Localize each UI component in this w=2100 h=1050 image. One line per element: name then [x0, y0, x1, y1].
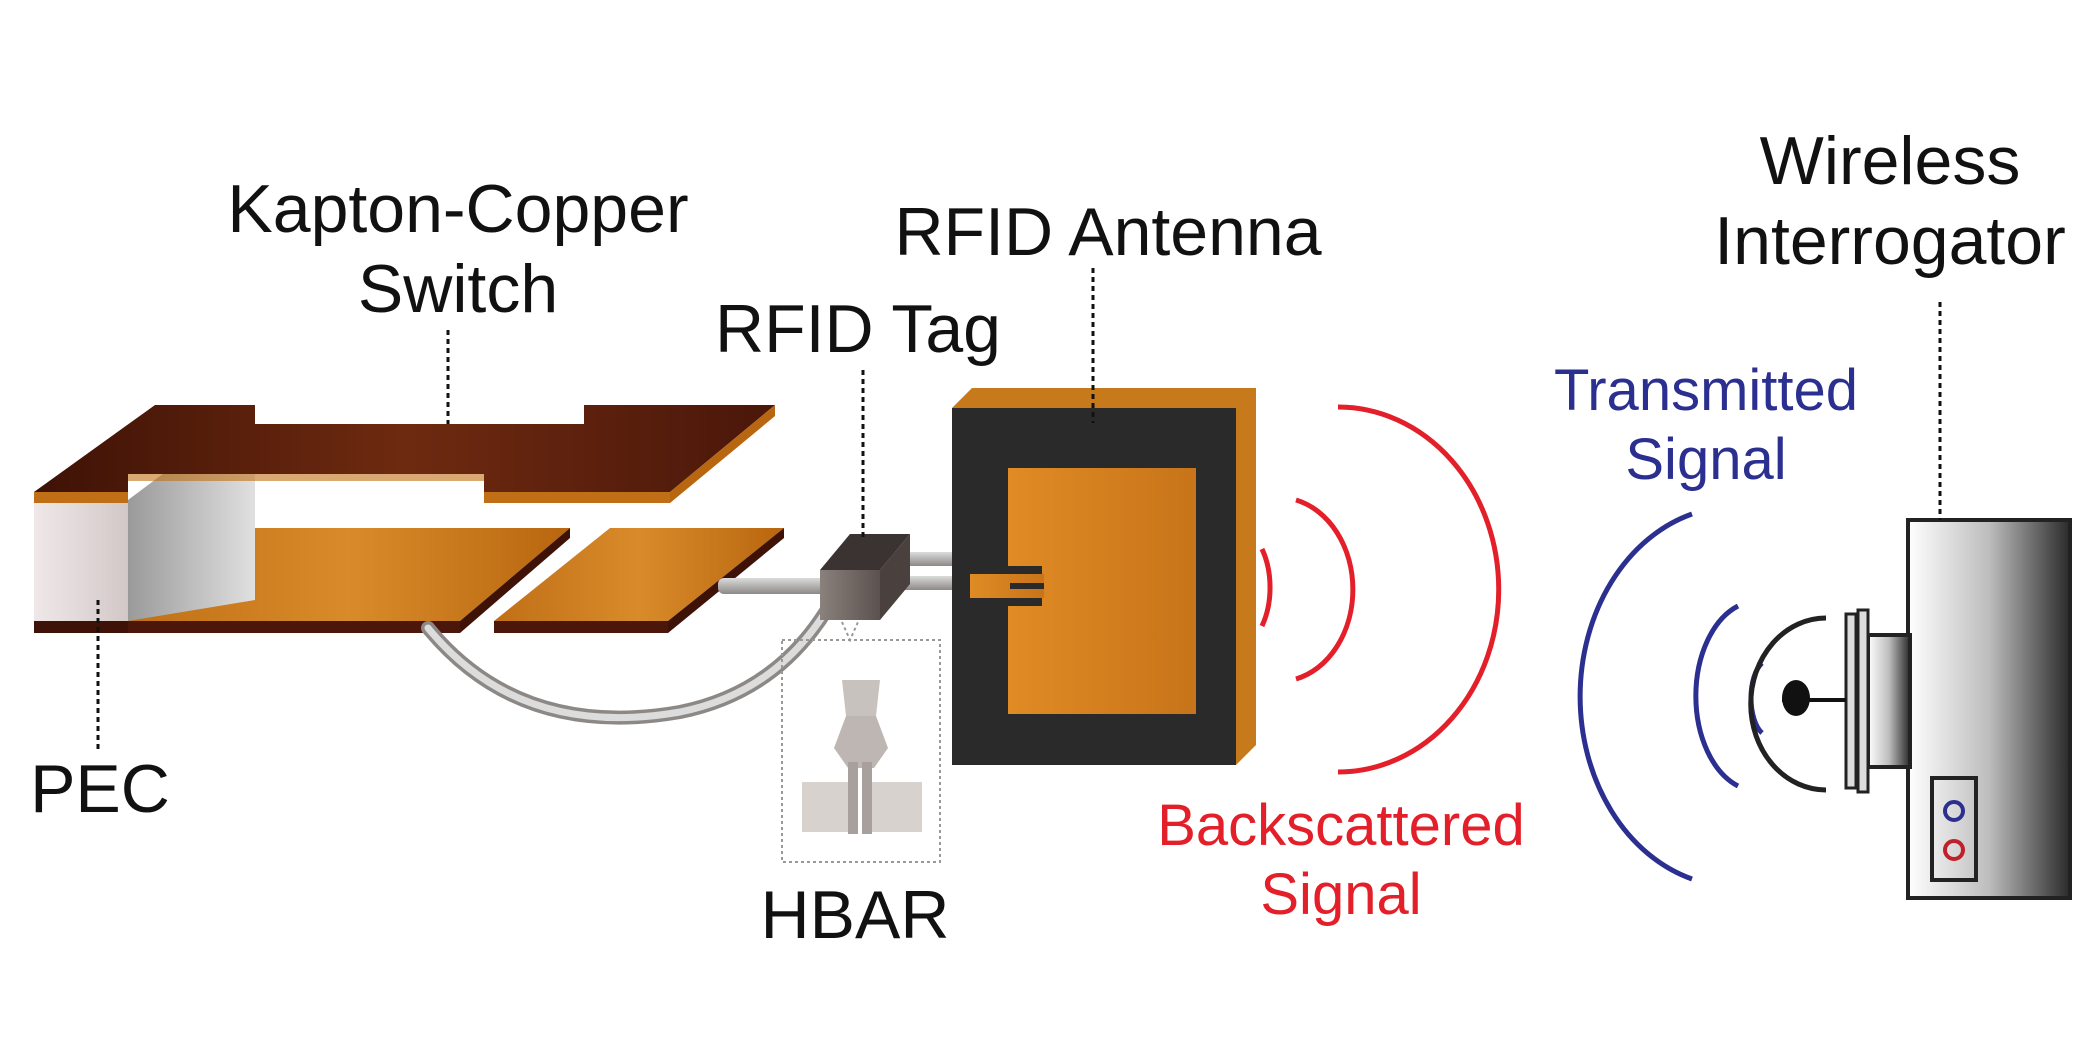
rfid-tag-label: RFID Tag	[715, 291, 1001, 367]
backscattered-label-line1: Backscattered	[1157, 793, 1525, 858]
interrogator-label-line1: Wireless	[1760, 123, 2021, 199]
kapton-label-line1: Kapton-Copper	[227, 171, 688, 247]
backscatter-waves	[1259, 404, 1502, 775]
interrogator-label-line2: Interrogator	[1714, 203, 2066, 279]
rfid-antenna	[952, 388, 1256, 765]
rfid-antenna-label: RFID Antenna	[894, 194, 1321, 270]
pec-block	[34, 500, 128, 621]
hbar-label: HBAR	[761, 877, 950, 953]
coax-cables	[421, 552, 960, 725]
kapton-label-line2: Switch	[358, 251, 558, 327]
hbar-device	[781, 621, 941, 863]
wireless-interrogator	[1748, 518, 2072, 900]
transmitted-label-line1: Transmitted	[1554, 358, 1858, 423]
pec-label: PEC	[30, 751, 170, 827]
transmit-waves	[1577, 511, 1764, 882]
backscattered-label-line2: Signal	[1260, 862, 1421, 927]
red-port-icon	[1943, 839, 1965, 861]
transmitted-label-line2: Signal	[1625, 427, 1786, 492]
kapton-copper-switch	[34, 405, 784, 633]
blue-port-icon	[1943, 800, 1965, 822]
rfid-tag-cube	[820, 534, 910, 620]
